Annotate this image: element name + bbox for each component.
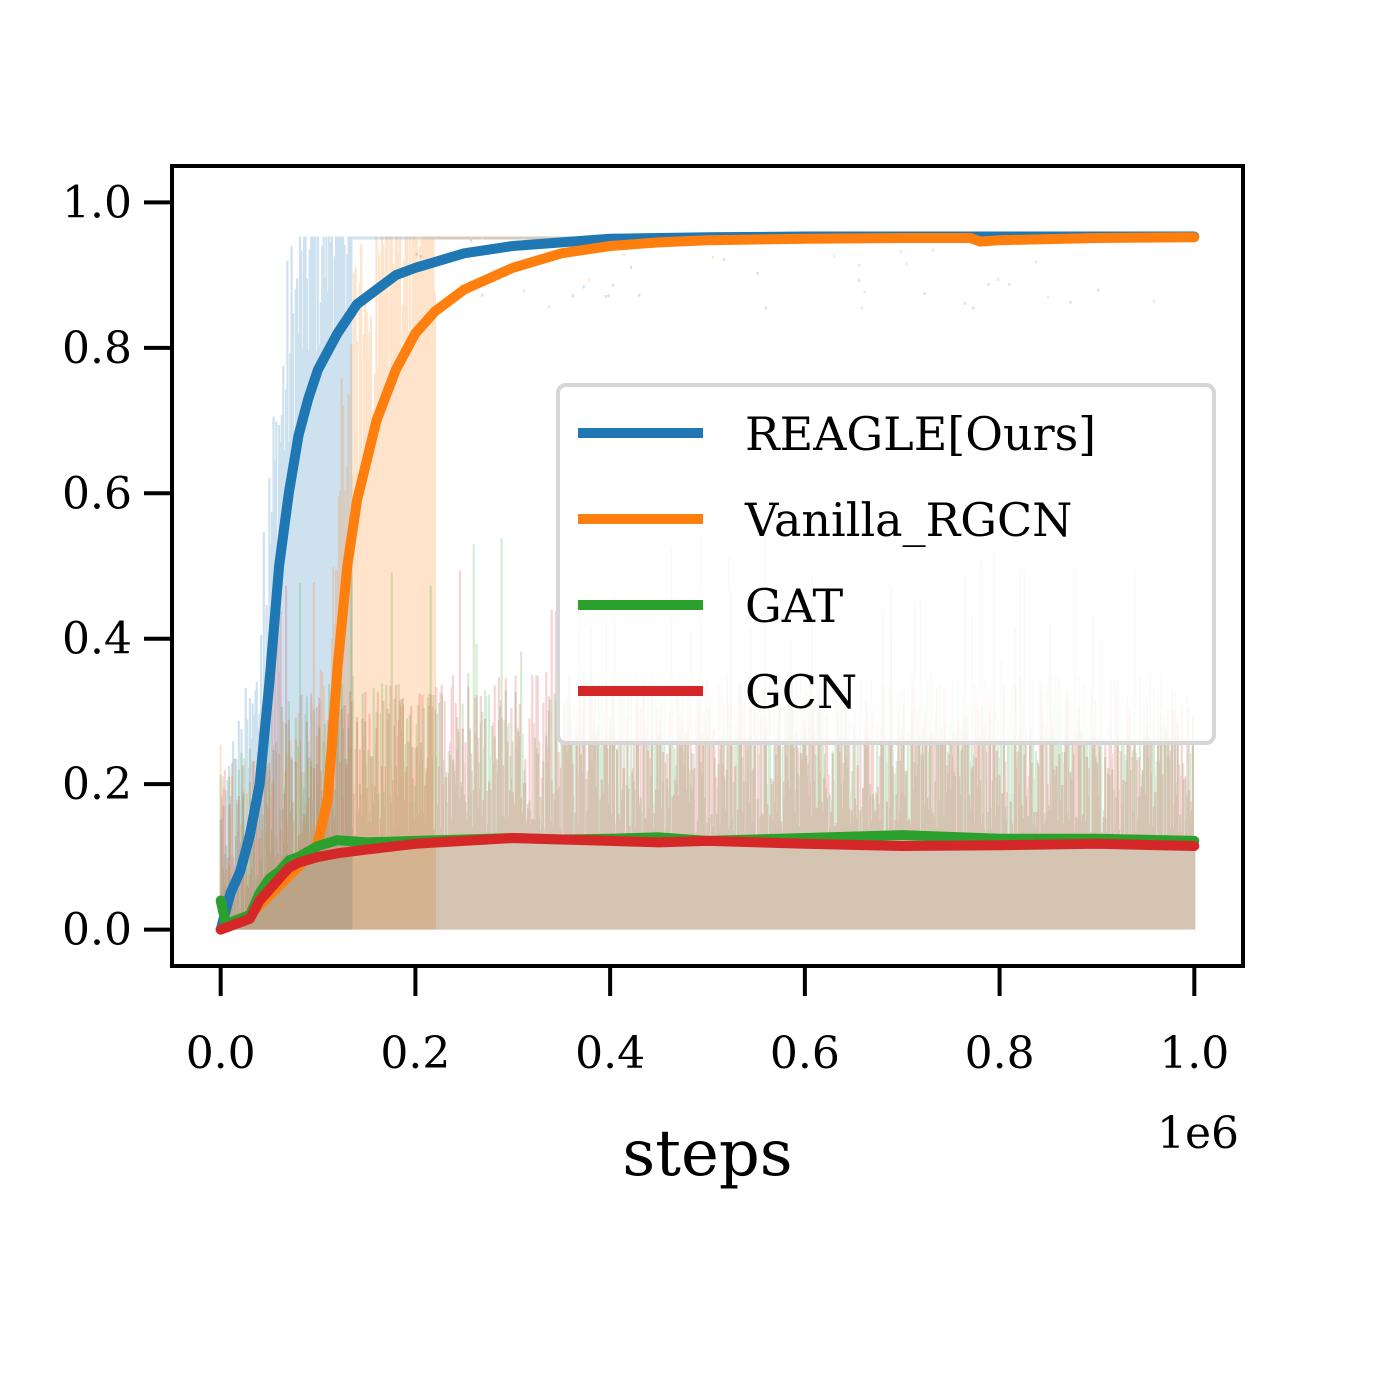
legend: REAGLE[Ours] Vanilla_RGCN GAT GCN [556, 383, 1216, 745]
series-layer [215, 231, 1200, 935]
x-tick-label-0: 0.0 [186, 1028, 256, 1079]
legend-label-0: REAGLE[Ours] [745, 407, 1096, 461]
y-tick-label-0: 0.0 [62, 905, 132, 956]
legend-label-3: GCN [745, 665, 857, 719]
y-tick-label-3: 0.6 [62, 468, 132, 519]
x-tick-label-1: 0.2 [380, 1028, 450, 1079]
x-tick-label-3: 0.6 [770, 1028, 840, 1079]
y-axis: 0.0 0.2 0.4 0.6 0.8 1.0 [62, 177, 172, 956]
y-tick-label-2: 0.4 [62, 614, 132, 665]
y-tick-label-1: 0.2 [62, 759, 132, 810]
x-tick-label-2: 0.4 [575, 1028, 645, 1079]
x-axis-offset-label: 1e6 [1157, 1108, 1239, 1159]
series-line-3 [215, 833, 1200, 935]
x-tick-label-4: 0.8 [965, 1028, 1035, 1079]
x-axis-title: steps [622, 1117, 792, 1191]
y-tick-label-4: 0.8 [62, 323, 132, 374]
legend-frame [556, 383, 1216, 745]
series-line-1 [215, 232, 1200, 935]
legend-label-2: GAT [745, 579, 843, 633]
x-axis: 0.0 0.2 0.4 0.6 0.8 1.0 [186, 966, 1229, 1079]
y-tick-label-5: 1.0 [62, 177, 132, 228]
plot-frame [170, 164, 1245, 968]
x-tick-label-5: 1.0 [1159, 1028, 1229, 1079]
legend-label-1: Vanilla_RGCN [744, 493, 1072, 547]
